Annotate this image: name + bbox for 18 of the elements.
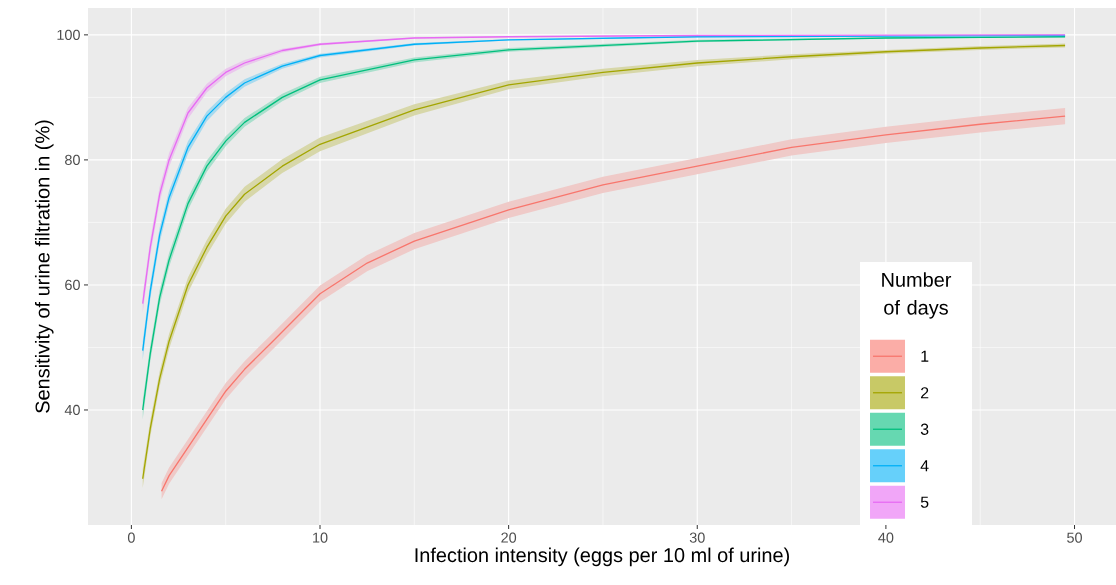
x-tick-label: 0 bbox=[127, 532, 135, 543]
y-axis-title: Sensitivity of urine filtration in (%) bbox=[34, 120, 54, 413]
legend-label: 4 bbox=[920, 460, 929, 472]
legend-label: 5 bbox=[920, 496, 929, 508]
legend-label: 3 bbox=[920, 423, 929, 435]
y-tick-label: 40 bbox=[64, 404, 80, 416]
x-tick-label: 20 bbox=[501, 532, 517, 543]
x-tick-label: 40 bbox=[878, 532, 894, 543]
legend-label: 1 bbox=[921, 350, 929, 362]
legend-label: 2 bbox=[921, 387, 929, 399]
y-tick-label: 100 bbox=[57, 29, 80, 40]
y-tick-label: 60 bbox=[65, 279, 80, 291]
x-tick-label: 30 bbox=[689, 532, 705, 543]
x-axis-title: Infection intensity (eggs per 10 ml of urine) bbox=[415, 547, 789, 567]
x-tick-label: 10 bbox=[313, 532, 328, 543]
y-tick-label: 80 bbox=[65, 154, 80, 166]
x-tick-label: 50 bbox=[1067, 532, 1082, 543]
legend-title: Number of days bbox=[882, 272, 952, 319]
